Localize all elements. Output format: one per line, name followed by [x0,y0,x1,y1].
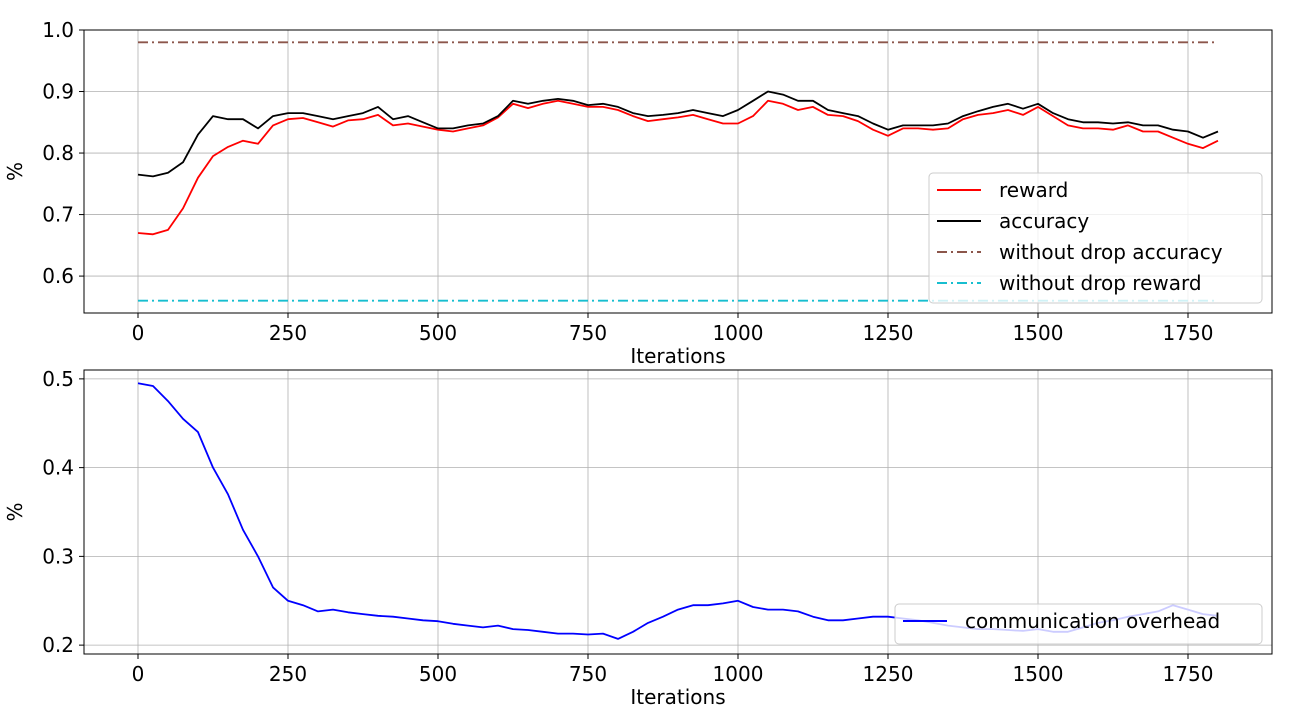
chart-1-ytick-label: 0.4 [42,456,74,480]
chart-0-xtick-label: 250 [269,321,307,345]
chart-1-xtick-label: 1000 [713,662,764,686]
chart-0-series-accuracy-line [137,90,1219,178]
chart-1-legend-box [894,603,1263,645]
chart-0-ylabel: % [3,162,27,181]
chart-1-ytick-label: 0.2 [42,633,74,657]
chart-0-legend: reward accuracy without drop accuracy witho… [928,172,1263,304]
chart-1-series-communication-overhead-line [137,382,1219,640]
chart-0-legend-label: reward [999,178,1068,202]
chart-1-xtick-label: 750 [569,662,607,686]
chart-0-legend-box [928,172,1263,304]
chart-0-ytick-label: 0.6 [42,264,74,288]
chart-0-legend-label: without drop reward [999,271,1202,295]
chart-0-legend-label: accuracy [999,209,1089,233]
chart-0-xtick-label: 750 [569,321,607,345]
chart-0-ytick-label: 0.7 [42,203,74,227]
chart-1-xtick-label: 1250 [863,662,914,686]
chart-1-ytick-label: 0.5 [42,367,74,391]
bottom-plot: 0 250 500 750 1000 1250 1500 1750 0.2 0.3 0.4 0.5 It… [3,367,1273,709]
chart-1-legend-label: communication overhead [965,609,1220,633]
chart-0-xtick-label: 0 [132,321,145,345]
chart-0-xtick-label: 1500 [1013,321,1064,345]
chart-0-ytick-label: 0.8 [42,141,74,165]
chart-1-xtick-label: 1750 [1163,662,1214,686]
chart-1-xtick-label: 1500 [1013,662,1064,686]
chart-0-legend-label: without drop accuracy [999,240,1223,264]
chart-1-axes-frame [83,369,1273,655]
chart-0-ytick-label: 1.0 [42,18,74,42]
chart-0-xtick-label: 1750 [1163,321,1214,345]
chart-1-ylabel: % [3,502,27,521]
chart-1-xtick-label: 500 [419,662,457,686]
chart-0-xtick-label: 500 [419,321,457,345]
chart-1-ytick-label: 0.3 [42,544,74,568]
chart-0-xtick-label: 1000 [713,321,764,345]
chart-1-xlabel: Iterations [630,685,725,709]
chart-1-xtick-label: 0 [132,662,145,686]
chart-0-xtick-label: 1250 [863,321,914,345]
chart-0-ytick-label: 0.9 [42,80,74,104]
chart-0-series-reward-line [137,99,1219,236]
top-plot: 0 250 500 750 1000 1250 1500 1750 0.6 0.7 0.8 0.9 1.… [3,18,1273,368]
chart-1-legend: communication overhead [894,603,1263,645]
chart-0-xlabel: Iterations [630,344,725,368]
chart-0-axes-frame [83,29,1273,314]
chart-1-xtick-label: 250 [269,662,307,686]
